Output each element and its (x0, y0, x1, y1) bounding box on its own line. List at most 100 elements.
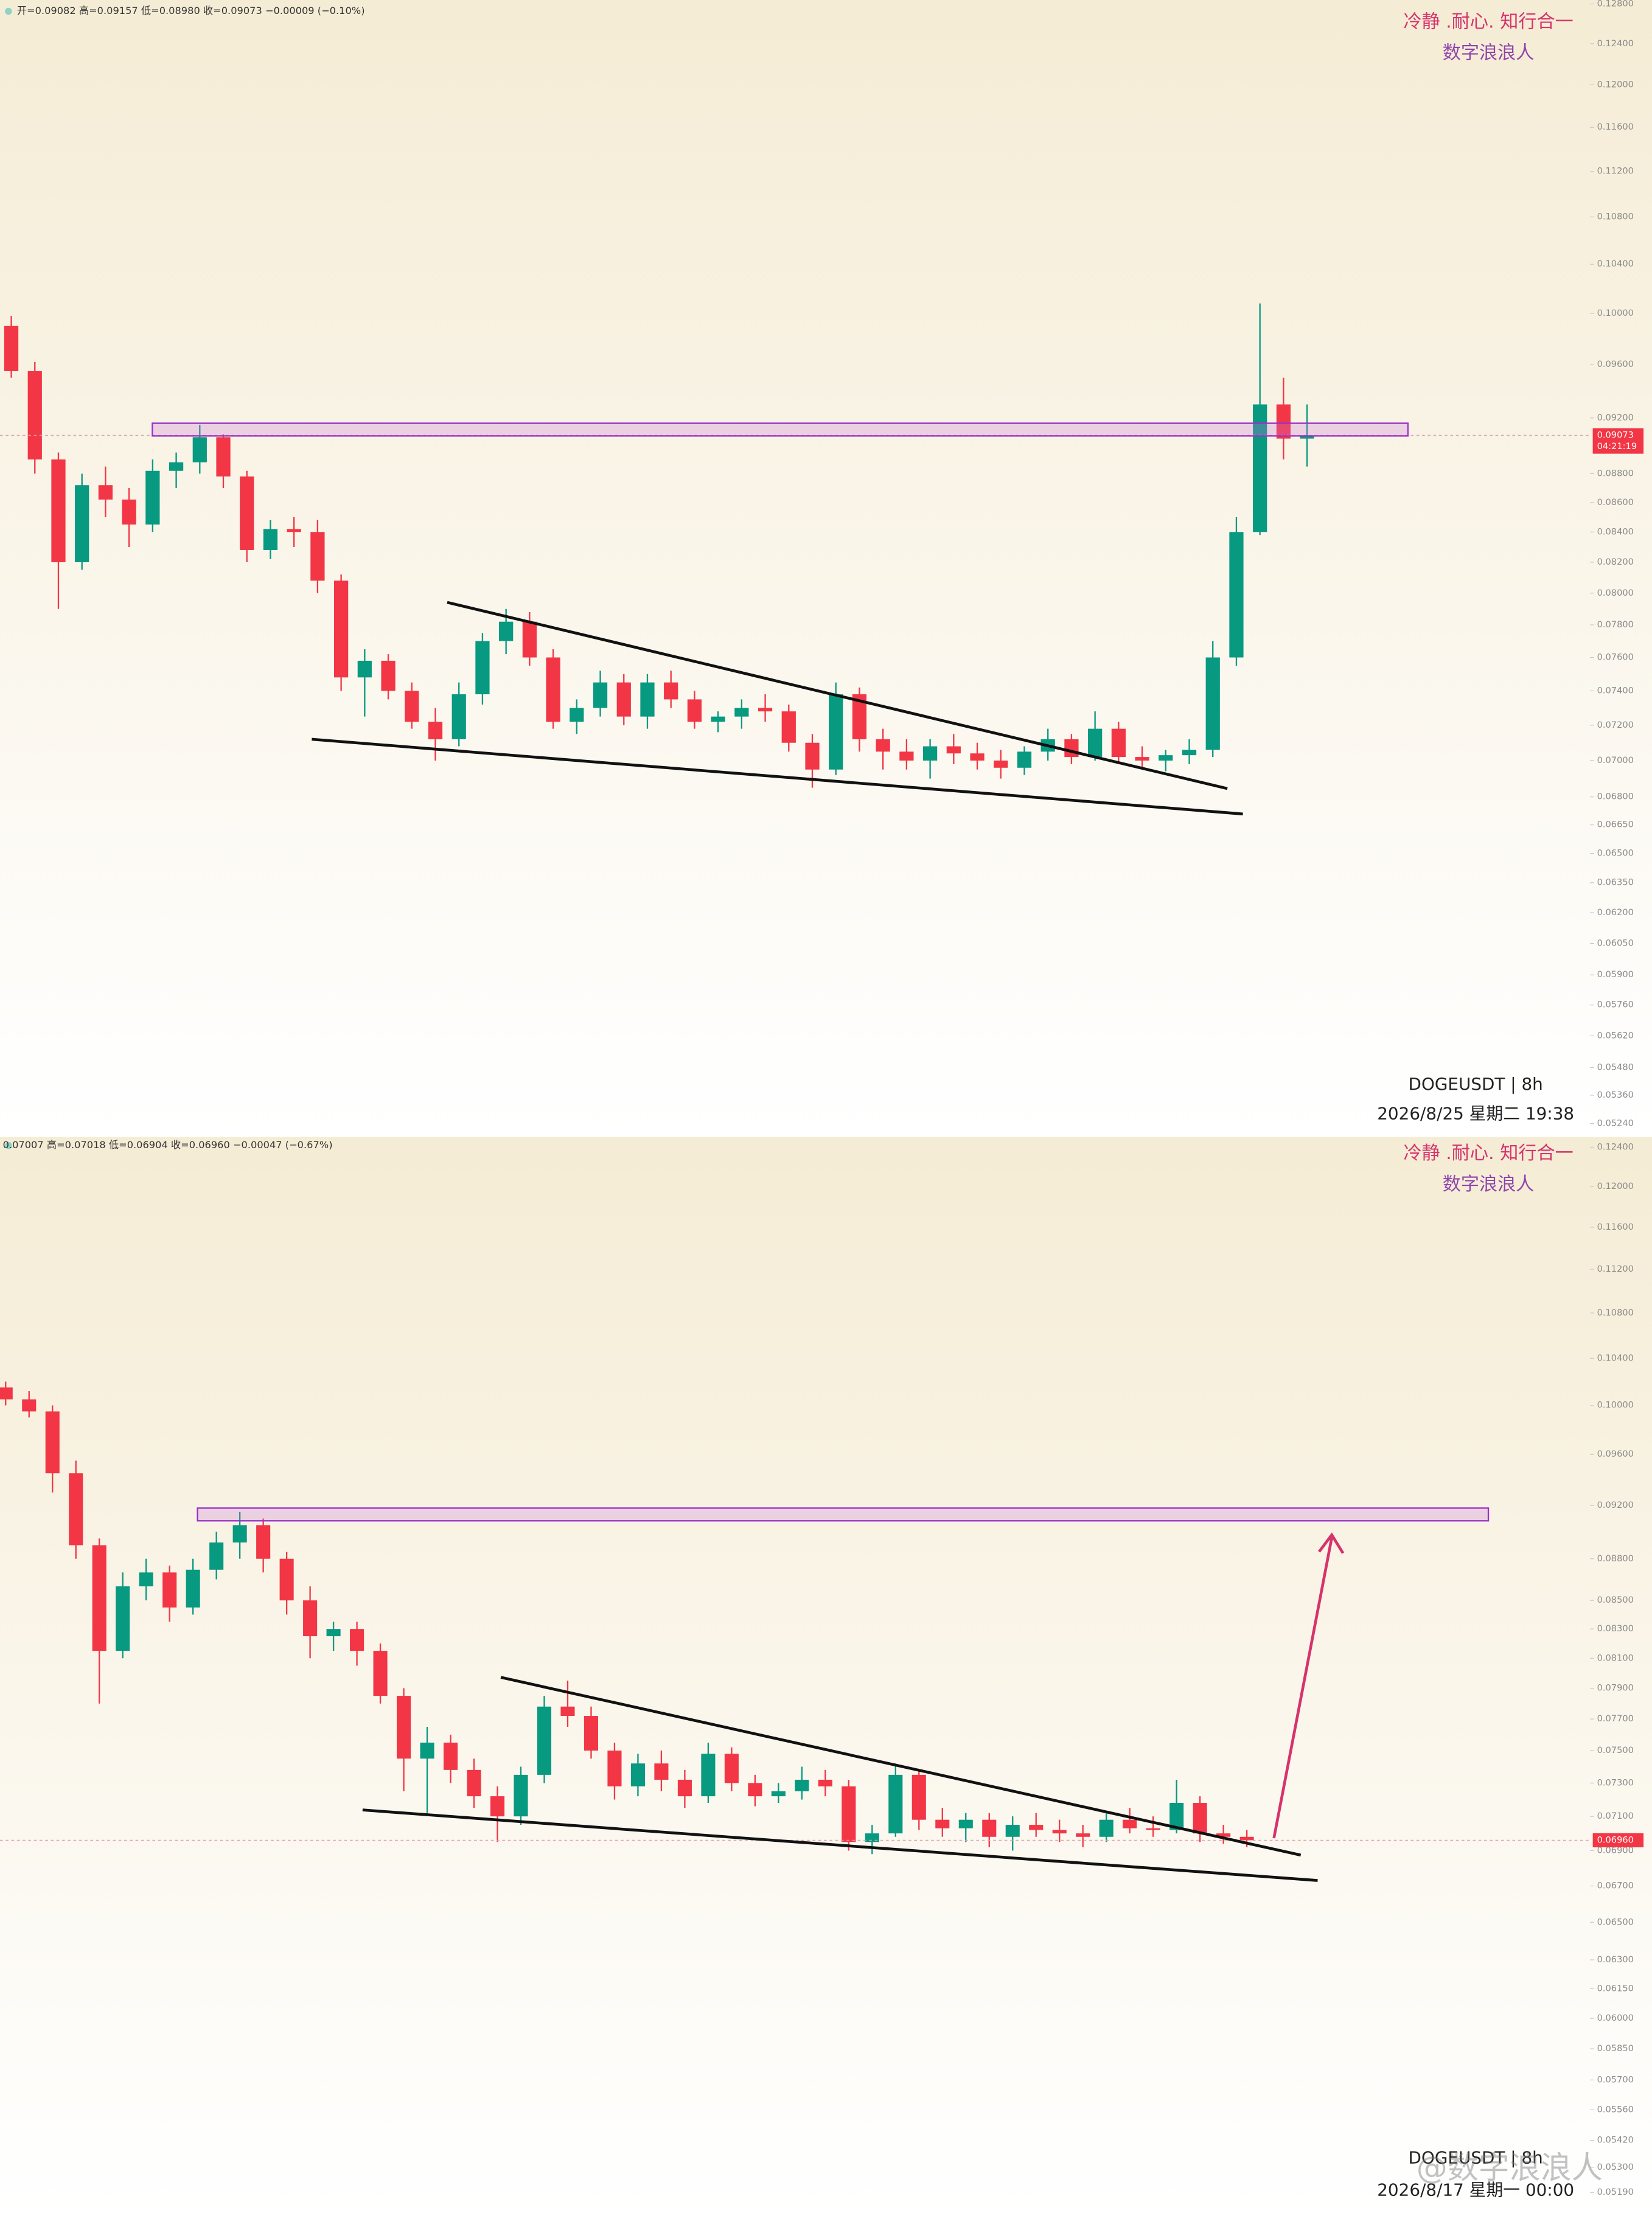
y-tick-label: 0.12000 (1597, 79, 1634, 89)
trend-line (500, 1676, 1302, 1857)
candle-body (842, 1786, 856, 1842)
candle-body (192, 437, 207, 462)
y-tick-label: 0.06150 (1597, 1983, 1634, 1993)
trend-line (447, 601, 1228, 790)
candle-body (443, 1742, 458, 1770)
y-tick-label: 0.06050 (1597, 938, 1634, 948)
candle-body (911, 1774, 926, 1820)
candle-body (263, 529, 278, 550)
candle-body (805, 742, 820, 770)
legend-dot (5, 1141, 12, 1149)
candle-body (240, 476, 254, 550)
panel-background (0, 1135, 1652, 2213)
y-tick-label: 0.06700 (1597, 1881, 1634, 1891)
y-tick-label: 0.08600 (1597, 497, 1634, 507)
price-tag-countdown: 04:21:19 (1597, 441, 1637, 451)
y-tick-label: 0.05760 (1597, 1000, 1634, 1010)
candle-body (373, 1651, 388, 1696)
candle-body (326, 1629, 341, 1637)
candle-body (186, 1569, 200, 1608)
candle-body (310, 532, 325, 581)
candle-body (537, 1706, 552, 1775)
y-tick-label: 0.10800 (1597, 211, 1634, 221)
candle-body (169, 462, 184, 471)
candle-body (75, 485, 89, 562)
candle-body (970, 753, 985, 761)
candle-body (287, 529, 301, 532)
candle-body (748, 1783, 762, 1797)
candle-body (279, 1558, 294, 1601)
candle-body (758, 708, 773, 712)
y-tick-label: 0.07500 (1597, 1745, 1634, 1755)
y-tick-label: 0.12800 (1597, 0, 1634, 9)
y-tick-label: 0.06200 (1597, 907, 1634, 918)
symbol-label: DOGEUSDT | 8h (1409, 2147, 1543, 2167)
y-tick-label: 0.08100 (1597, 1653, 1634, 1663)
candle-body (4, 326, 19, 371)
candle-body (1182, 750, 1197, 756)
candle-body (27, 371, 42, 460)
candle-body (852, 694, 867, 739)
y-tick-label: 0.10400 (1597, 1353, 1634, 1363)
y-tick-label: 0.06300 (1597, 1954, 1634, 1965)
y-tick-label: 0.07400 (1597, 685, 1634, 695)
candle-body (1159, 755, 1173, 761)
candle-body (51, 459, 66, 562)
candle-body (888, 1774, 903, 1834)
y-tick-label: 0.11200 (1597, 1264, 1634, 1274)
candle-body (216, 437, 231, 477)
candle-body (1169, 1803, 1184, 1830)
candle-body (677, 1779, 692, 1797)
watermark-name: 数字浪浪人 (1443, 1174, 1535, 1195)
y-tick-label: 0.11200 (1597, 166, 1634, 176)
candle-body (209, 1542, 224, 1570)
candle-body (428, 722, 443, 739)
candle-body (1076, 1833, 1090, 1837)
y-tick-label: 0.07600 (1597, 652, 1634, 663)
candle-body (420, 1742, 434, 1759)
candle-body (451, 694, 466, 739)
candle-body (724, 1754, 739, 1783)
y-tick-label: 0.05420 (1597, 2135, 1634, 2145)
y-tick-label: 0.05850 (1597, 2043, 1634, 2054)
y-tick-label: 0.12400 (1597, 1141, 1634, 1152)
candle-body (350, 1629, 364, 1651)
legend-dot (5, 7, 12, 15)
y-tick-label: 0.11600 (1597, 1222, 1634, 1232)
candle-body (1111, 728, 1126, 758)
watermark-name: 数字浪浪人 (1443, 43, 1535, 64)
ohlc-legend: 开=0.09082 高=0.09157 低=0.08980 收=0.09073 … (17, 5, 365, 16)
y-tick-label: 0.06800 (1597, 792, 1634, 802)
candle-body (334, 580, 349, 678)
candle-body (570, 708, 584, 722)
candle-body (734, 708, 749, 717)
y-tick-label: 0.09600 (1597, 359, 1634, 369)
candle-body (1205, 657, 1220, 750)
y-tick-label: 0.10000 (1597, 1400, 1634, 1410)
candle-body (1052, 1830, 1067, 1834)
y-tick-label: 0.06650 (1597, 820, 1634, 830)
candle-body (1135, 757, 1149, 761)
y-tick-label: 0.05700 (1597, 2074, 1634, 2085)
y-tick-label: 0.07800 (1597, 619, 1634, 630)
y-tick-label: 0.06900 (1597, 1845, 1634, 1855)
candle-body (381, 660, 396, 691)
candle-body (475, 641, 490, 695)
candle-body (607, 1751, 622, 1786)
candle-body (994, 760, 1008, 768)
y-tick-label: 0.07900 (1597, 1683, 1634, 1693)
candle-body (640, 682, 655, 717)
price-tag (1592, 428, 1644, 454)
resistance-zone (197, 1507, 1490, 1522)
candle-body (818, 1779, 832, 1786)
candle-body (922, 746, 938, 761)
candle-body (701, 1754, 716, 1797)
y-tick-label: 0.09200 (1597, 413, 1634, 423)
candle-body (397, 1696, 411, 1759)
trend-line (312, 737, 1243, 816)
candle-body (1088, 728, 1103, 758)
y-tick-label: 0.06500 (1597, 848, 1634, 859)
candle-body (899, 751, 914, 761)
y-tick-label: 0.05360 (1597, 1090, 1634, 1100)
